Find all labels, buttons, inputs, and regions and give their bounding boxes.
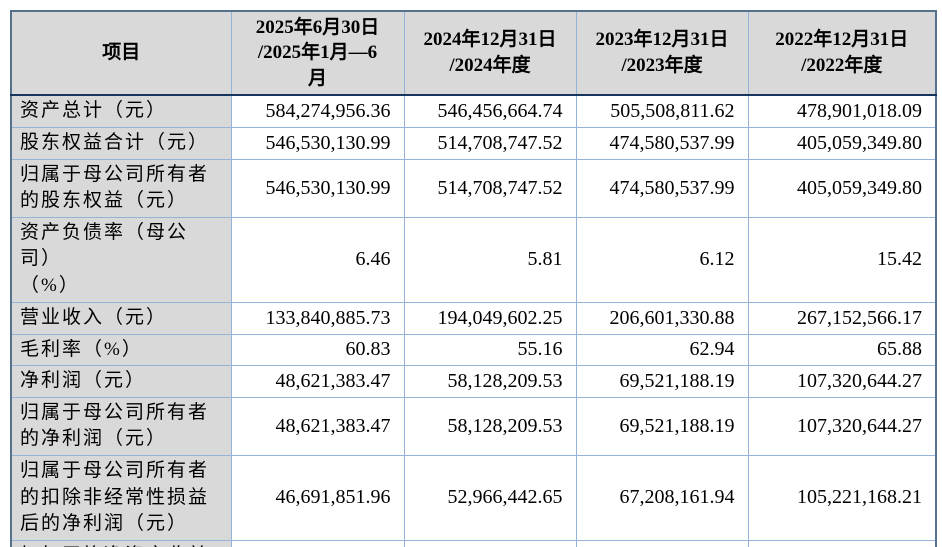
table-cell: 474,580,537.99 [575, 158, 749, 218]
table-cell: 105,221,168.21 [747, 454, 937, 541]
table-row-total-assets: 资产总计（元） 584,274,956.36 546,456,664.74 50… [10, 94, 937, 128]
table-cell: 48,621,383.47 [230, 365, 405, 398]
table-cell: 69,521,188.19 [575, 396, 749, 456]
header-period-2023: 2023年12月31日 /2023年度 [575, 10, 749, 96]
table-row-revenue: 营业收入（元） 133,840,885.73 194,049,602.25 20… [10, 301, 937, 335]
table-cell: 69,521,188.19 [575, 365, 749, 398]
table-cell: 107,320,644.27 [747, 365, 937, 398]
table-cell: 546,530,130.99 [230, 158, 405, 218]
header-period-2022: 2022年12月31日 /2022年度 [747, 10, 937, 96]
row-label: 加权平均净资产收益 率（%） [10, 539, 232, 547]
table-row-weighted-roe: 加权平均净资产收益 率（%） 9.12 11.79 15.81 28.14 [10, 539, 937, 547]
table-cell: 28.14 [747, 539, 937, 547]
row-label: 归属于母公司所有者 的股东权益（元） [10, 158, 232, 218]
row-label: 股东权益合计（元） [10, 126, 232, 160]
table-cell: 55.16 [403, 333, 577, 367]
table-cell: 107,320,644.27 [747, 396, 937, 456]
table-cell: 52,966,442.65 [403, 454, 577, 541]
table-cell: 514,708,747.52 [403, 158, 577, 218]
table-cell: 46,691,851.96 [230, 454, 405, 541]
table-row-debt-ratio: 资产负债率（母公司） （%） 6.46 5.81 6.12 15.42 [10, 216, 937, 303]
row-label: 资产负债率（母公司） （%） [10, 216, 232, 303]
table-cell: 6.12 [575, 216, 749, 303]
table-cell: 15.42 [747, 216, 937, 303]
table-row-gross-margin: 毛利率（%） 60.83 55.16 62.94 65.88 [10, 333, 937, 367]
table-cell: 514,708,747.52 [403, 126, 577, 160]
table-row-net-profit-deducted: 归属于母公司所有者 的扣除非经常性损益 后的净利润（元） 46,691,851.… [10, 454, 937, 541]
table-cell: 60.83 [230, 333, 405, 367]
financial-summary-table: 项目 2025年6月30日 /2025年1月—6 月 2024年12月31日 /… [10, 10, 937, 547]
header-row: 项目 2025年6月30日 /2025年1月—6 月 2024年12月31日 /… [10, 10, 937, 96]
row-label: 归属于母公司所有者 的净利润（元） [10, 396, 232, 456]
table-cell: 5.81 [403, 216, 577, 303]
table-cell: 478,901,018.09 [747, 94, 937, 128]
table-cell: 58,128,209.53 [403, 365, 577, 398]
row-label: 营业收入（元） [10, 301, 232, 335]
table-cell: 267,152,566.17 [747, 301, 937, 335]
table-cell: 15.81 [575, 539, 749, 547]
table-row-net-profit: 净利润（元） 48,621,383.47 58,128,209.53 69,52… [10, 365, 937, 398]
table-cell: 65.88 [747, 333, 937, 367]
table-row-total-equity: 股东权益合计（元） 546,530,130.99 514,708,747.52 … [10, 126, 937, 160]
table-cell: 67,208,161.94 [575, 454, 749, 541]
table-cell: 546,456,664.74 [403, 94, 577, 128]
row-label: 资产总计（元） [10, 94, 232, 128]
row-label: 净利润（元） [10, 365, 232, 398]
table-cell: 405,059,349.80 [747, 126, 937, 160]
header-period-2024: 2024年12月31日 /2024年度 [403, 10, 577, 96]
table-cell: 194,049,602.25 [403, 301, 577, 335]
table-cell: 133,840,885.73 [230, 301, 405, 335]
row-label: 毛利率（%） [10, 333, 232, 367]
row-label: 归属于母公司所有者 的扣除非经常性损益 后的净利润（元） [10, 454, 232, 541]
header-period-2025: 2025年6月30日 /2025年1月—6 月 [230, 10, 405, 96]
table-cell: 11.79 [403, 539, 577, 547]
table-row-net-profit-parent: 归属于母公司所有者 的净利润（元） 48,621,383.47 58,128,2… [10, 396, 937, 456]
header-item: 项目 [10, 10, 232, 96]
table-cell: 62.94 [575, 333, 749, 367]
table-cell: 584,274,956.36 [230, 94, 405, 128]
table-cell: 206,601,330.88 [575, 301, 749, 335]
table-cell: 9.12 [230, 539, 405, 547]
table-cell: 546,530,130.99 [230, 126, 405, 160]
table-cell: 6.46 [230, 216, 405, 303]
table-cell: 58,128,209.53 [403, 396, 577, 456]
table-cell: 505,508,811.62 [575, 94, 749, 128]
table-cell: 474,580,537.99 [575, 126, 749, 160]
table-cell: 48,621,383.47 [230, 396, 405, 456]
table-cell: 405,059,349.80 [747, 158, 937, 218]
table-row-equity-parent: 归属于母公司所有者 的股东权益（元） 546,530,130.99 514,70… [10, 158, 937, 218]
